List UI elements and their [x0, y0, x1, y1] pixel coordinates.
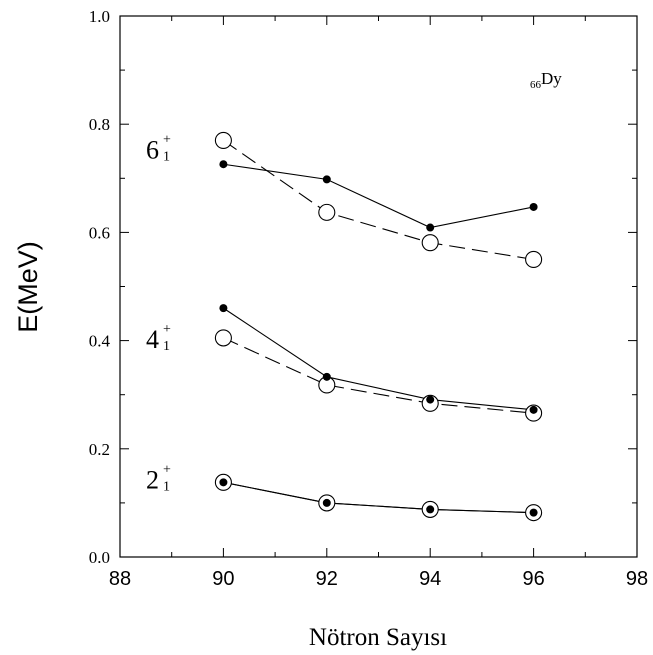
plot-frame [119, 15, 638, 558]
axis-ticks [119, 15, 638, 558]
y-tick-label: 0.0 [89, 548, 110, 567]
filled-marker [426, 223, 435, 232]
filled-marker [322, 175, 331, 184]
series-line-6-filled [223, 163, 534, 229]
open-marker [318, 203, 336, 221]
open-marker [421, 234, 439, 252]
y-tick-label: 0.2 [89, 440, 110, 459]
level-label-sup: + [163, 463, 171, 478]
x-tick-label: 90 [212, 568, 234, 590]
level-label-sub: 1 [163, 150, 170, 165]
filled-marker [322, 372, 331, 381]
y-axis-label: E(MeV) [13, 241, 43, 333]
x-axis-label: Nötron Sayısı [309, 624, 447, 651]
level-label: 4 [146, 325, 159, 354]
y-tick-label: 0.6 [89, 223, 110, 242]
x-tick-label: 92 [316, 568, 338, 590]
x-tick-label: 98 [626, 568, 648, 590]
series-line-2-open [223, 481, 534, 514]
filled-marker [219, 304, 228, 313]
x-tick-label: 88 [109, 568, 131, 590]
level-label-sub: 1 [163, 339, 170, 354]
level-label-sup: + [163, 322, 171, 337]
y-tick-label: 0.8 [89, 115, 110, 134]
filled-marker [426, 505, 435, 514]
series-line-4-filled [223, 307, 534, 411]
y-tick-label: 1.0 [89, 7, 110, 26]
series-line-6-open [223, 139, 534, 260]
filled-marker [219, 478, 228, 487]
open-marker [214, 131, 232, 149]
nucleus-annotation: 66Dy [530, 69, 562, 91]
filled-marker [529, 405, 538, 414]
x-tick-label: 94 [419, 568, 441, 590]
filled-marker [529, 508, 538, 517]
level-label-sup: + [163, 133, 171, 148]
filled-marker [529, 202, 538, 211]
level-label: 6 [146, 136, 159, 165]
level-label: 2 [146, 466, 159, 495]
filled-marker [426, 395, 435, 404]
y-tick-label: 0.4 [89, 332, 111, 351]
series-layer [214, 131, 543, 522]
level-label-sub: 1 [163, 480, 170, 495]
filled-marker [219, 160, 228, 169]
series-line-4-open [223, 337, 534, 414]
open-marker [525, 250, 543, 269]
text-layer: 88 90 92 94 96 980.00.20.40.60.81.06 +14 +12 +1 [89, 7, 648, 590]
x-tick-label: 96 [522, 568, 544, 590]
open-marker [214, 329, 232, 347]
series-line-2-filled [223, 481, 534, 514]
filled-marker [322, 498, 331, 507]
